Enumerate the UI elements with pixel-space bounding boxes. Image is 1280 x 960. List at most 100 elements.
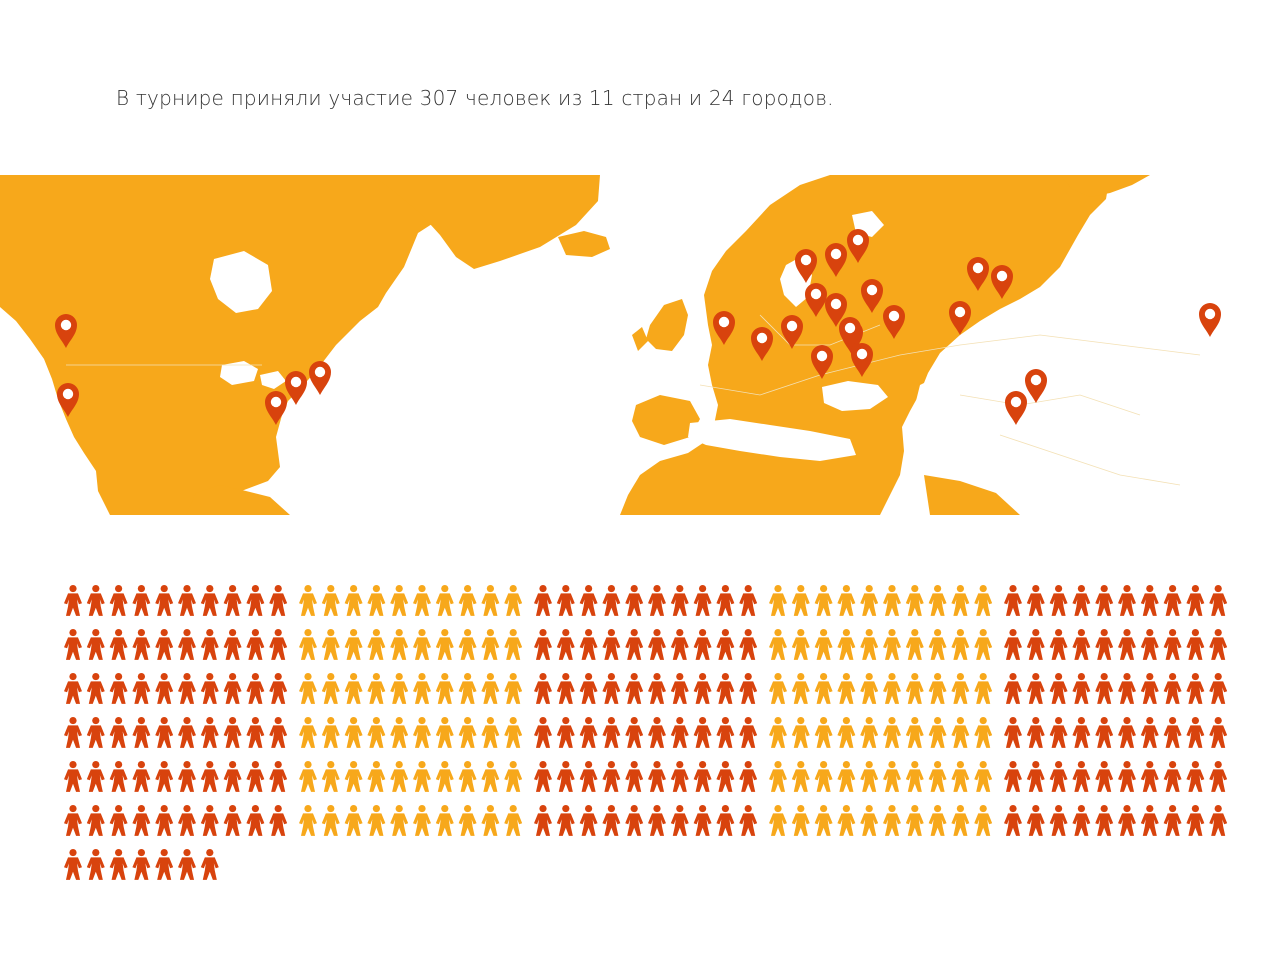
person-icon xyxy=(64,716,82,748)
person-icon xyxy=(390,804,409,836)
person-icon xyxy=(739,584,758,616)
person-icon xyxy=(299,760,317,792)
person-icon xyxy=(1026,804,1045,836)
person-icon xyxy=(1163,628,1182,660)
person-icon xyxy=(178,848,196,880)
person-icon xyxy=(435,672,454,704)
person-icon xyxy=(390,716,409,748)
person-icon xyxy=(693,628,712,660)
person-icon xyxy=(64,628,82,660)
person-icon xyxy=(739,760,758,792)
person-icon xyxy=(155,672,174,704)
person-icon xyxy=(132,848,151,880)
person-icon xyxy=(534,628,552,660)
person-icon xyxy=(602,584,621,616)
person-icon xyxy=(602,628,621,660)
person-icon xyxy=(1004,584,1022,616)
person-icon xyxy=(109,672,128,704)
person-icon xyxy=(1095,716,1114,748)
person-icon xyxy=(109,804,128,836)
person-icon xyxy=(739,628,758,660)
person-icon xyxy=(109,584,128,616)
person-icon xyxy=(481,628,500,660)
world-map xyxy=(0,175,1221,515)
person-icon xyxy=(556,716,575,748)
person-icon xyxy=(299,804,317,836)
person-icon xyxy=(579,672,598,704)
person-icon xyxy=(951,672,970,704)
person-icon xyxy=(1004,804,1022,836)
person-icon xyxy=(951,628,970,660)
land-masses xyxy=(0,175,1150,515)
person-icon xyxy=(321,804,340,836)
person-icon xyxy=(1072,672,1091,704)
person-icon xyxy=(974,628,993,660)
person-icon xyxy=(648,760,666,792)
person-icon xyxy=(86,628,105,660)
person-icon xyxy=(556,760,575,792)
person-icon xyxy=(64,848,82,880)
person-icon xyxy=(716,672,735,704)
person-icon xyxy=(883,584,901,616)
person-icon xyxy=(860,804,879,836)
person-icon xyxy=(951,760,970,792)
person-icon xyxy=(1186,584,1205,616)
person-icon xyxy=(367,760,386,792)
person-icon xyxy=(1186,672,1205,704)
person-icon xyxy=(86,848,105,880)
person-icon xyxy=(814,716,833,748)
person-icon xyxy=(269,760,288,792)
person-icon xyxy=(178,760,196,792)
person-icon xyxy=(246,628,265,660)
person-icon xyxy=(860,672,879,704)
person-icon xyxy=(1095,804,1114,836)
person-icon xyxy=(435,628,454,660)
person-icon xyxy=(883,672,901,704)
person-icon xyxy=(883,716,901,748)
person-icon xyxy=(579,804,598,836)
person-icon xyxy=(344,672,363,704)
person-icon xyxy=(458,584,477,616)
person-icon xyxy=(1004,672,1022,704)
person-icon xyxy=(1209,760,1228,792)
person-icon xyxy=(579,584,598,616)
person-icon xyxy=(458,672,477,704)
person-icon xyxy=(504,804,523,836)
person-icon xyxy=(413,628,431,660)
person-icon xyxy=(883,760,901,792)
person-icon xyxy=(928,716,947,748)
person-icon xyxy=(648,716,666,748)
person-icon xyxy=(435,760,454,792)
person-icon xyxy=(1118,628,1136,660)
person-icon xyxy=(109,628,128,660)
person-icon xyxy=(132,672,151,704)
person-icon xyxy=(64,760,82,792)
person-icon xyxy=(413,804,431,836)
person-icon xyxy=(1049,672,1068,704)
person-icon xyxy=(1095,628,1114,660)
person-icon xyxy=(693,716,712,748)
person-icon xyxy=(837,628,856,660)
person-icon xyxy=(321,672,340,704)
person-icon xyxy=(1026,672,1045,704)
person-icon xyxy=(200,584,219,616)
person-icon xyxy=(860,584,879,616)
person-icon xyxy=(1163,804,1182,836)
person-icon xyxy=(299,716,317,748)
person-icon xyxy=(814,760,833,792)
person-icon xyxy=(481,672,500,704)
person-icon xyxy=(269,804,288,836)
person-icon xyxy=(132,716,151,748)
person-icon xyxy=(693,584,712,616)
person-icon xyxy=(109,848,128,880)
person-icon xyxy=(1163,672,1182,704)
person-icon xyxy=(1118,584,1136,616)
person-icon xyxy=(928,672,947,704)
person-icon xyxy=(716,628,735,660)
person-icon xyxy=(223,804,242,836)
person-icon xyxy=(390,584,409,616)
person-icon xyxy=(837,716,856,748)
person-icon xyxy=(670,804,689,836)
person-icon xyxy=(1163,716,1182,748)
person-icon xyxy=(413,716,431,748)
